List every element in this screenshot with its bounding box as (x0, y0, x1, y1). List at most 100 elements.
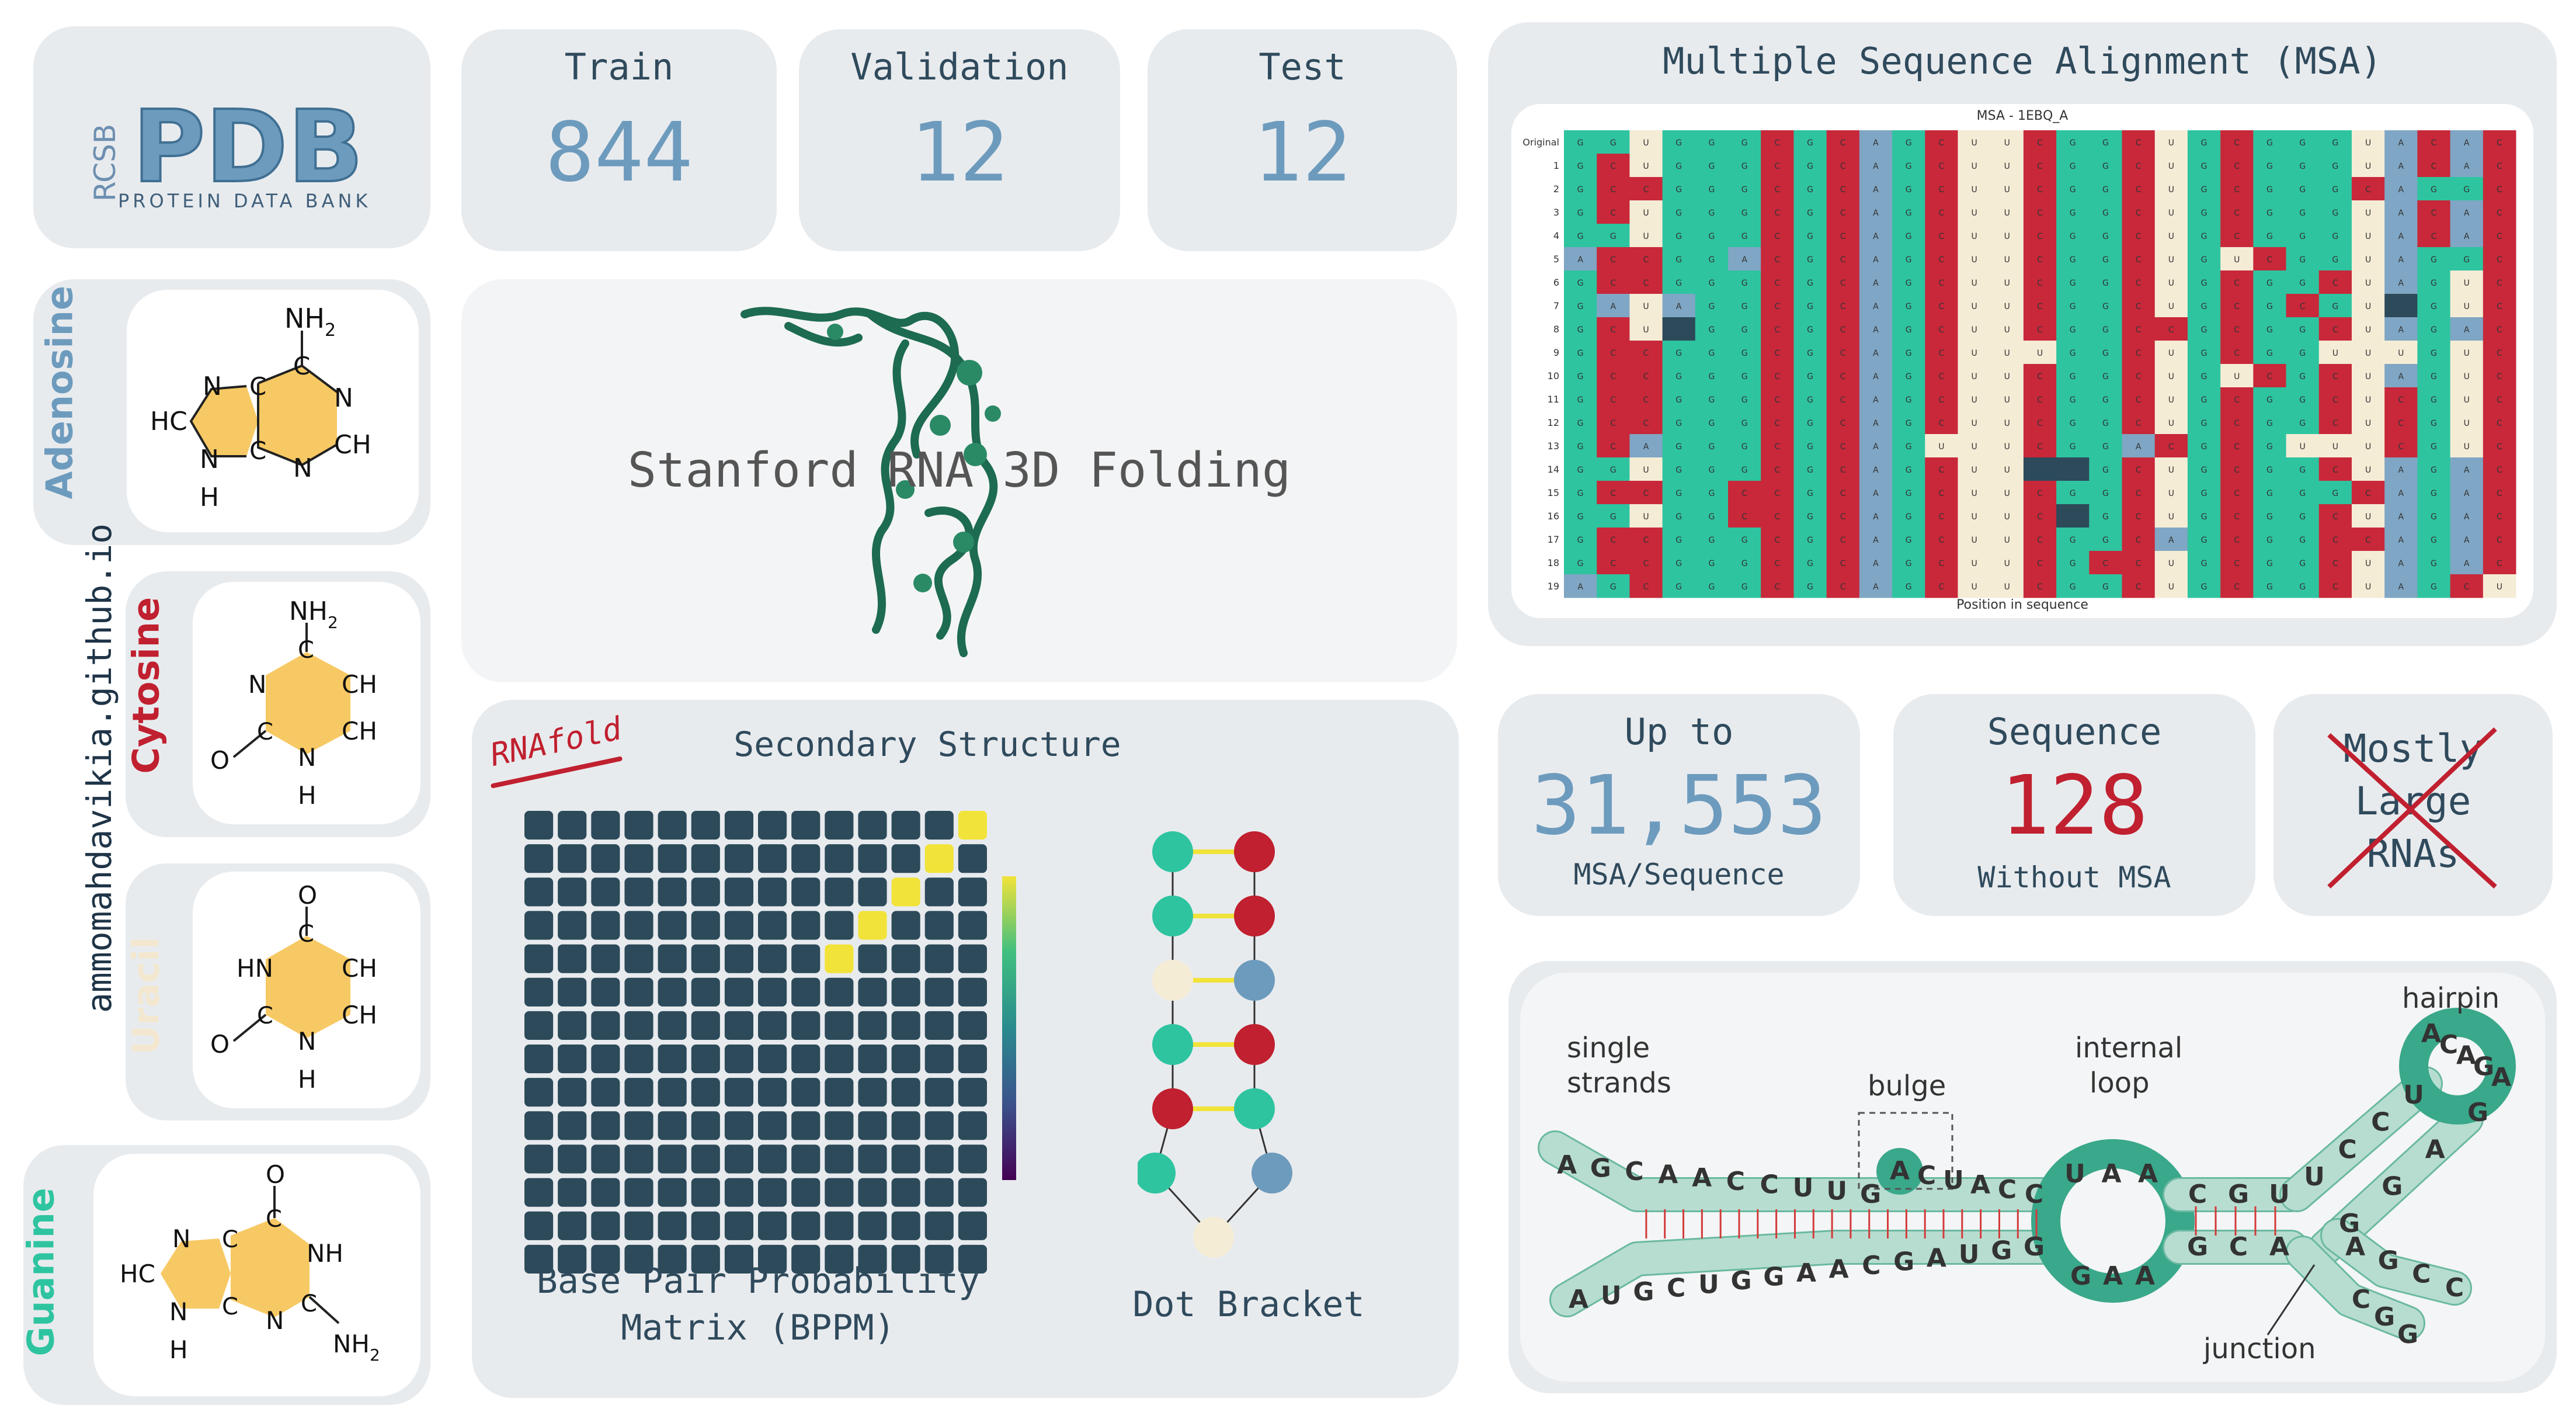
msa-cell (1958, 457, 1991, 481)
bppm-cell (891, 911, 920, 940)
msa-cell-letter: G (1577, 279, 1584, 288)
msa-cell-letter: G (2299, 255, 2306, 265)
adenosine-card: NH2 C N CH N C C N HC N H (127, 290, 419, 532)
msa-cell-letter: G (2070, 302, 2076, 311)
bppm-cell (858, 1178, 887, 1207)
msa-cell-letter: A (2464, 466, 2470, 475)
msa-cell (2318, 504, 2352, 528)
ura-n: N (298, 1027, 316, 1056)
msa-cell (2220, 317, 2254, 341)
msa-cell (1958, 551, 1991, 575)
msa-cell (1990, 224, 2024, 248)
bppm-cell (624, 1078, 653, 1107)
msa-cell (2351, 177, 2385, 201)
msa-cell (1925, 434, 1958, 458)
msa-cell (2187, 574, 2221, 598)
msa-cell-letter: A (2464, 232, 2470, 241)
msa-cell (2318, 411, 2352, 435)
bppm-cell (724, 944, 753, 973)
dot-bracket-base (1234, 896, 1275, 936)
msa-cell (1695, 551, 1729, 575)
msa-cell-letter: C (1938, 466, 1944, 475)
msa-cell (1695, 224, 1729, 248)
msa-cell (2483, 434, 2516, 458)
msa-cell (1662, 294, 1696, 318)
bppm-cell (658, 1244, 687, 1274)
msa-cell-letter: C (1840, 232, 1846, 241)
msa-cell-letter: U (1643, 302, 1649, 311)
msa-cell (1662, 411, 1696, 435)
msa-cell-letter: U (2464, 279, 2470, 288)
msa-cell (2253, 270, 2287, 294)
bppm-cell (791, 1078, 821, 1107)
bppm-cell (658, 1178, 687, 1207)
msa-cell (2384, 387, 2418, 411)
bottom-strand-base: C (1667, 1274, 1685, 1303)
msa-cell-letter: G (2332, 489, 2338, 498)
msa-cell (1793, 177, 1827, 201)
msa-cell (2154, 481, 2188, 505)
msa-cell (1597, 294, 1630, 318)
msa-cell-letter: A (2398, 372, 2404, 381)
msa-cell (1662, 551, 1696, 575)
msa-cell-letter: G (2070, 255, 2076, 265)
msa-cell-letter: C (1938, 209, 1944, 218)
bppm-cell (524, 944, 554, 973)
msa-cell-letter: U (2004, 209, 2010, 218)
msa-cell-letter: G (2266, 279, 2273, 288)
ura-hn: HN (237, 954, 273, 983)
dot-bracket-loop-base (1193, 1217, 1234, 1258)
msa-cell-letter: A (2398, 489, 2404, 498)
msa-cell-letter: G (1906, 419, 1912, 428)
msa-cell-letter: C (2037, 559, 2043, 568)
msa-cell-letter: A (1873, 582, 1879, 592)
msa-cell-letter: C (2332, 512, 2338, 522)
site-link[interactable]: ammomahdavikia.github.io (79, 523, 119, 1013)
msa-cell-letter: C (2497, 349, 2502, 358)
msa-cell-letter: C (2234, 209, 2240, 218)
bppm-cell (924, 911, 954, 940)
ade-n2: N (293, 453, 312, 483)
msa-cell (1629, 200, 1663, 224)
msa-cell (2318, 341, 2352, 365)
msa-cell-letter: A (2398, 466, 2404, 475)
msa-cell (2483, 551, 2516, 575)
msa-cell-letter: U (2332, 349, 2338, 358)
msa-cell (1597, 457, 1630, 481)
top-strand-base: A (1970, 1170, 1990, 1200)
msa-cell-letter: G (2332, 209, 2338, 218)
msa-cell-letter: G (2332, 232, 2338, 241)
msa-cell (2351, 317, 2385, 341)
msa-cell (2483, 247, 2516, 271)
bppm-cell (624, 811, 653, 840)
msa-cell-letter: U (2004, 559, 2010, 568)
bppm-cell (658, 811, 687, 840)
msa-cell-letter: A (1873, 162, 1879, 171)
msa-cell-letter: C (2136, 255, 2142, 265)
msa-cell-letter: G (1675, 559, 1682, 568)
msa-cell (2122, 481, 2156, 505)
msa-cell (2154, 528, 2188, 551)
msa-cell (2351, 411, 2385, 435)
msa-cell (2450, 224, 2484, 248)
bppm-cell (558, 877, 587, 907)
msa-cell (2417, 411, 2451, 435)
msa-cell (2253, 551, 2287, 575)
msa-cell (1826, 294, 1860, 318)
msa-cell (1826, 341, 1860, 365)
msa-cell (2351, 341, 2385, 365)
msa-cell-letter: U (2168, 395, 2174, 405)
msa-cell-letter: G (1906, 466, 1912, 475)
bppm-cell (791, 1244, 821, 1274)
msa-cell (1564, 200, 1597, 224)
msa-cell (2154, 411, 2188, 435)
bppm-label-1: Base Pair Probability (536, 1261, 980, 1302)
msa-cell-letter: G (1906, 209, 1912, 218)
msa-cell (1629, 154, 1663, 178)
msa-cell-letter: C (2234, 559, 2240, 568)
msa-cell (1761, 481, 1794, 505)
label-loop: loop (2090, 1067, 2150, 1099)
msa-cell-letter: G (2431, 512, 2437, 522)
msa-cell-letter: U (1971, 466, 1977, 475)
msa-cell-letter: U (2168, 232, 2174, 241)
